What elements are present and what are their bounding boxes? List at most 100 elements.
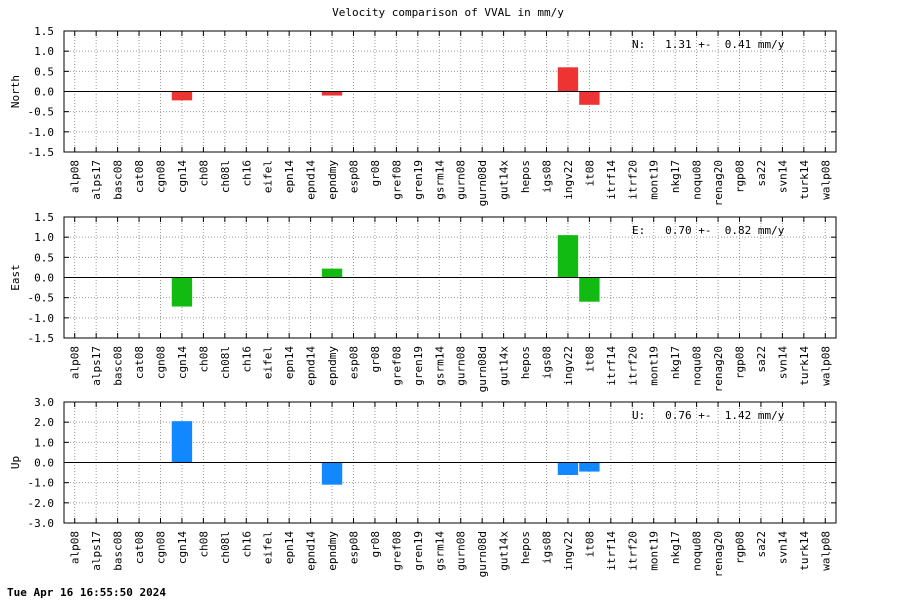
- up-category-label: igs08: [541, 531, 554, 564]
- east-category-label: esp08: [348, 346, 361, 379]
- up-category-label: gref08: [390, 531, 403, 571]
- up-category-label: gsrm14: [433, 531, 446, 571]
- east-category-label: gsrm14: [433, 346, 446, 386]
- north-category-label: walp08: [819, 160, 832, 200]
- east-category-label: mont19: [648, 346, 661, 386]
- up-category-label: walp08: [819, 531, 832, 571]
- timestamp-footer: Tue Apr 16 16:55:50 2024: [7, 586, 166, 599]
- east-category-label: cat08: [133, 346, 146, 379]
- east-ytick-label: 0.0: [34, 272, 54, 285]
- east-axis-label: East: [9, 264, 22, 291]
- east-category-label: ingv22: [562, 346, 575, 386]
- up-category-label: eifel: [262, 531, 275, 564]
- north-bar-cgn14: [171, 91, 193, 101]
- east-category-label: hepos: [519, 346, 532, 379]
- east-category-label: ch08l: [219, 346, 232, 379]
- north-category-label: ch16: [240, 160, 253, 187]
- up-category-label: ch08l: [219, 531, 232, 564]
- up-axis-label: Up: [9, 456, 22, 469]
- east-category-label: rgp08: [734, 346, 747, 379]
- up-category-label: cgn14: [176, 531, 189, 564]
- north-category-label: nkg17: [669, 160, 682, 193]
- east-category-label: gurn08d: [476, 346, 489, 392]
- north-category-label: mont19: [648, 160, 661, 200]
- east-category-label: walp08: [819, 346, 832, 386]
- east-ytick-label: 1.5: [34, 211, 54, 224]
- north-ytick-label: -0.5: [28, 106, 55, 119]
- north-bar-ingv22: [557, 67, 579, 92]
- north-category-label: gurn08: [455, 160, 468, 200]
- up-category-label: gurn08: [455, 531, 468, 571]
- up-category-label: alp08: [69, 531, 82, 564]
- east-category-label: nkg17: [669, 346, 682, 379]
- north-category-label: rgp08: [734, 160, 747, 193]
- east-category-label: eifel: [262, 346, 275, 379]
- east-category-label: itrf14: [605, 346, 618, 386]
- north-category-label: svn14: [776, 160, 789, 193]
- east-category-label: gr08: [369, 346, 382, 373]
- east-category-label: gut14x: [498, 346, 511, 386]
- up-category-label: cat08: [133, 531, 146, 564]
- north-category-label: it08: [583, 160, 596, 187]
- east-ytick-label: -0.5: [28, 292, 55, 305]
- up-annotation: U: 0.76 +- 1.42 mm/y: [632, 409, 785, 422]
- up-category-label: ch16: [240, 531, 253, 558]
- north-category-label: epn14: [283, 160, 296, 193]
- north-category-label: itrf20: [626, 160, 639, 200]
- north-category-label: hepos: [519, 160, 532, 193]
- north-category-label: gsrm14: [433, 160, 446, 200]
- east-category-label: gren19: [412, 346, 425, 386]
- north-category-label: cgn08: [155, 160, 168, 193]
- up-category-label: gut14x: [498, 531, 511, 571]
- up-category-label: epndmy: [326, 531, 339, 571]
- east-category-label: renag20: [712, 346, 725, 392]
- up-category-label: nkg17: [669, 531, 682, 564]
- east-category-label: sa22: [755, 346, 768, 373]
- up-ytick-label: 1.0: [34, 436, 54, 449]
- north-category-label: sa22: [755, 160, 768, 187]
- north-category-label: epndmy: [326, 160, 339, 200]
- north-ytick-label: 1.5: [34, 25, 54, 38]
- north-category-label: cat08: [133, 160, 146, 193]
- chart-title: Velocity comparison of VVAL in mm/y: [332, 6, 564, 19]
- north-category-label: itrf14: [605, 160, 618, 200]
- east-category-label: svn14: [776, 346, 789, 379]
- north-category-label: cgn14: [176, 160, 189, 193]
- up-category-label: gr08: [369, 531, 382, 558]
- north-category-label: alp08: [69, 160, 82, 193]
- up-ytick-label: -3.0: [28, 517, 55, 530]
- east-category-label: turk14: [798, 346, 811, 386]
- east-ytick-label: -1.0: [28, 312, 55, 325]
- north-bar-epndmy: [321, 91, 343, 96]
- north-frame: [63, 30, 837, 153]
- up-category-label: sa22: [755, 531, 768, 558]
- east-bar-cgn14: [171, 277, 193, 307]
- east-category-label: gref08: [390, 346, 403, 386]
- up-category-label: cgn08: [155, 531, 168, 564]
- up-frame: [63, 401, 837, 524]
- east-bar-epndmy: [321, 268, 343, 278]
- north-ytick-label: 0.0: [34, 86, 54, 99]
- up-bar-ingv22: [557, 462, 579, 476]
- up-category-label: gren19: [412, 531, 425, 571]
- up-category-label: epn14: [283, 531, 296, 564]
- north-category-label: gref08: [390, 160, 403, 200]
- east-category-label: igs08: [541, 346, 554, 379]
- east-ytick-label: 1.0: [34, 231, 54, 244]
- north-category-label: gren19: [412, 160, 425, 200]
- north-category-label: gr08: [369, 160, 382, 187]
- east-category-label: itrf20: [626, 346, 639, 386]
- north-category-label: basc08: [112, 160, 125, 200]
- north-category-label: renag20: [712, 160, 725, 206]
- up-category-label: ch08: [197, 531, 210, 558]
- up-category-label: svn14: [776, 531, 789, 564]
- up-ytick-label: 2.0: [34, 416, 54, 429]
- up-category-label: hepos: [519, 531, 532, 564]
- up-ytick-label: 0.0: [34, 457, 54, 470]
- up-category-label: epnd14: [305, 531, 318, 571]
- north-category-label: gurn08d: [476, 160, 489, 206]
- north-category-label: eifel: [262, 160, 275, 193]
- east-category-label: epnd14: [305, 346, 318, 386]
- east-category-label: it08: [583, 346, 596, 373]
